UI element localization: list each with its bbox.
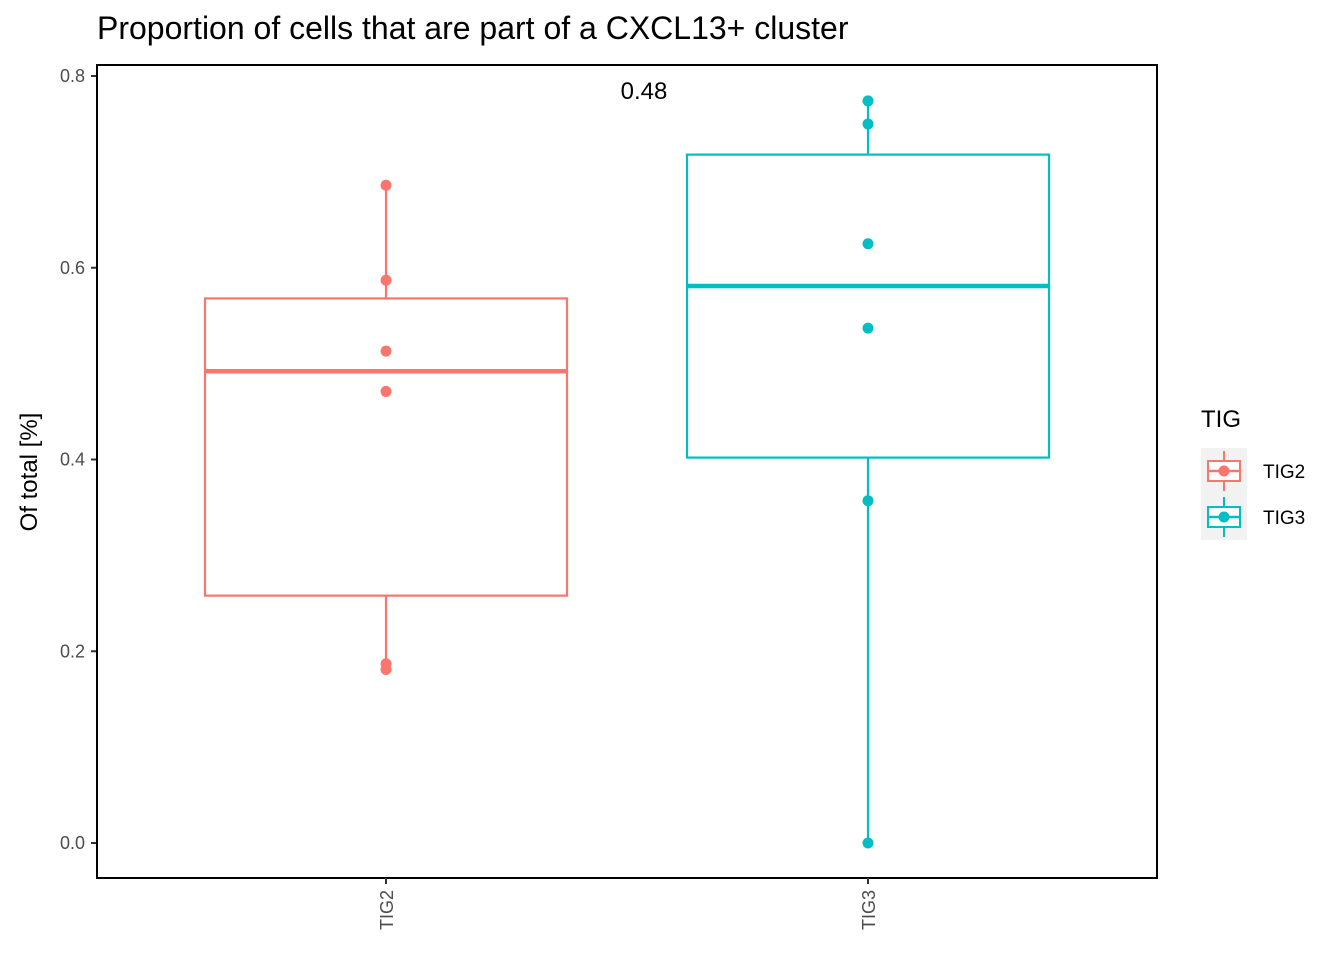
data-point: [862, 238, 874, 250]
box-body: [685, 153, 1051, 459]
x-tick-label: TIG3: [859, 890, 879, 930]
data-point: [380, 345, 392, 357]
legend-label: TIG2: [1263, 462, 1305, 483]
boxes: [203, 95, 1051, 849]
chart-title: Proportion of cells that are part of a C…: [97, 10, 849, 46]
y-tick-label: 0.4: [60, 450, 85, 470]
y-axis: 0.0 0.2 0.4 0.6 0.8: [60, 66, 97, 853]
data-point: [862, 322, 874, 334]
data-point: [380, 274, 392, 286]
data-point: [380, 385, 392, 397]
legend-label: TIG3: [1263, 508, 1305, 529]
x-axis: TIG2 TIG3: [377, 878, 879, 930]
box-body: [203, 297, 569, 597]
data-point: [862, 118, 874, 130]
data-point: [862, 837, 874, 849]
legend-key-point: [1218, 511, 1230, 523]
y-tick-label: 0.8: [60, 66, 85, 86]
plot-panel-border: [96, 64, 1158, 879]
legend-title: TIG: [1201, 406, 1241, 433]
data-point: [380, 663, 392, 675]
y-tick-label: 0.6: [60, 258, 85, 278]
data-point: [380, 179, 392, 191]
y-axis-title: Of total [%]: [16, 413, 43, 532]
y-tick-label: 0.2: [60, 641, 85, 661]
legend: TIG TIG2 TIG3: [1201, 406, 1305, 540]
data-point: [862, 495, 874, 507]
legend-key-point: [1218, 465, 1230, 477]
legend-item-tig2: TIG2: [1201, 448, 1305, 494]
x-tick-label: TIG2: [377, 890, 397, 930]
legend-item-tig3: TIG3: [1201, 494, 1305, 540]
data-point: [862, 95, 874, 107]
box-tig3: [685, 95, 1051, 849]
p-value-annotation: 0.48: [621, 78, 668, 105]
box-tig2: [203, 179, 569, 675]
y-tick-label: 0.0: [60, 833, 85, 853]
